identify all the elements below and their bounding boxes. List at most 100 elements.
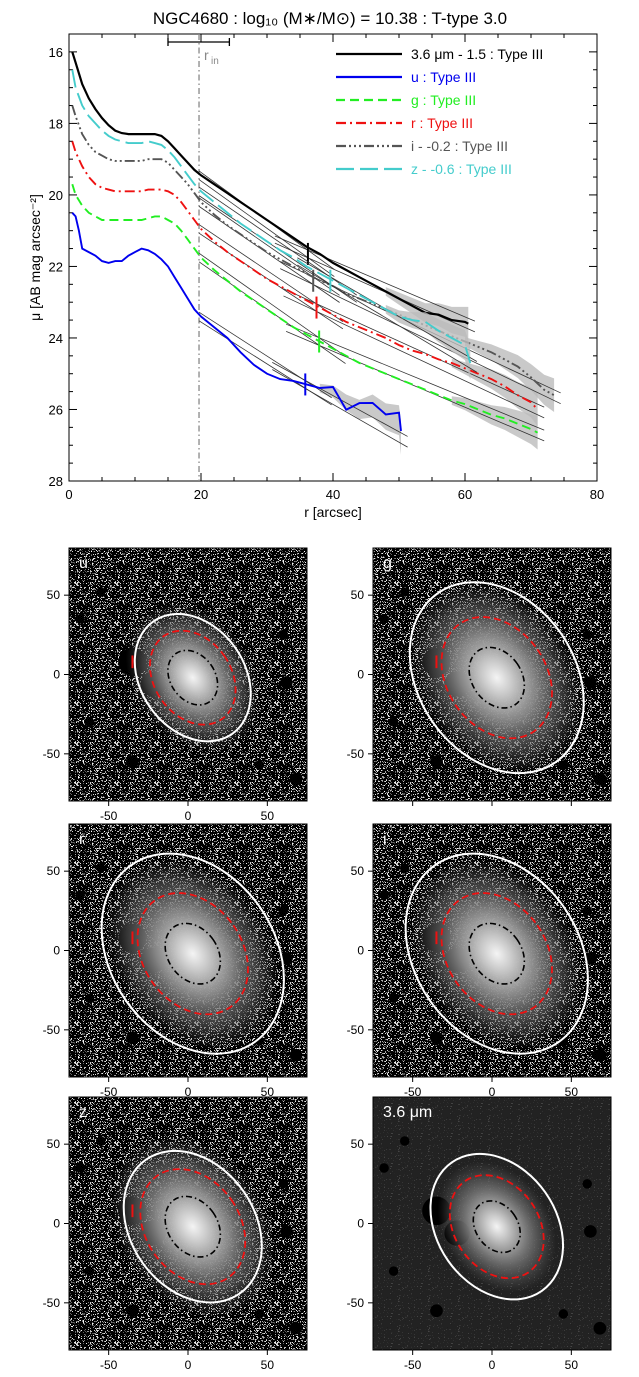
masked-star: [254, 1309, 265, 1319]
y-tick-label: 0: [53, 668, 60, 682]
masked-star: [584, 1225, 597, 1238]
outer-fit-line: [285, 323, 545, 431]
masked-star: [593, 1048, 607, 1062]
masked-star: [582, 906, 592, 916]
y-tick-label: 0: [357, 668, 364, 682]
masked-star: [75, 890, 85, 900]
outer-fit-line: [280, 268, 561, 405]
profile-line-ir: [71, 51, 469, 325]
masked-star: [379, 614, 389, 624]
masked-star: [558, 760, 569, 770]
profile-line-u: [71, 212, 402, 432]
masked-star: [280, 1225, 293, 1238]
galaxy-light: [437, 1161, 556, 1293]
outer-ellipse: [133, 613, 252, 743]
inner-fit-line: [198, 311, 332, 399]
outer-ellipse: [404, 852, 589, 1055]
y-tick-label: 0: [357, 944, 364, 958]
break-ellipse: [136, 892, 249, 1016]
legend-label-ir: 3.6 μm - 1.5 : Type III: [411, 46, 543, 62]
error-band: [465, 337, 555, 412]
legend-label-i: i - -0.2 : Type III: [411, 138, 508, 154]
x-tick-label: 50: [261, 1085, 275, 1099]
profile-line-i: [71, 105, 555, 397]
y-tick-label: 50: [351, 864, 365, 878]
x-tick-label: 20: [194, 487, 208, 502]
masked-star: [289, 1048, 303, 1062]
masked-star: [399, 863, 410, 873]
masked-star: [75, 1163, 85, 1173]
inner-ellipse: [472, 1200, 522, 1254]
masked-star: [582, 630, 592, 640]
masked-star: [558, 1036, 569, 1046]
outer-ellipse: [122, 1149, 263, 1304]
inner-ellipse: [167, 649, 219, 706]
masked-star: [430, 1031, 443, 1045]
masked-star: [582, 1179, 592, 1189]
masked-star: [388, 717, 399, 727]
x-tick-label: 50: [261, 809, 275, 823]
panel-content: [373, 1097, 611, 1350]
x-tick-label: 50: [565, 1085, 579, 1099]
masked-star: [379, 1163, 389, 1173]
break-ellipse: [139, 1168, 247, 1286]
masked-star: [278, 906, 288, 916]
inner-fit-line: [198, 224, 344, 322]
image-panels: u -50 0 50 50 0 -50 g 50 0 -50 r -50 0 50 50 0 -50 i -50 0 50…: [43, 547, 612, 1372]
y-tick-label: 28: [49, 474, 63, 489]
masked-star: [593, 1321, 607, 1335]
image-panel-u: u -50 0 50 50 0 -50: [43, 547, 308, 823]
error-band: [319, 383, 401, 455]
masked-star: [399, 587, 410, 597]
panel-label: z: [79, 1104, 87, 1121]
y-tick-label: 50: [47, 588, 61, 602]
r-in-label: r: [204, 47, 209, 63]
profile-line-r: [71, 141, 539, 411]
error-band: [451, 358, 538, 427]
y-axis-label: μ [AB mag arcsec⁻²]: [27, 194, 43, 321]
panel-content: [69, 824, 307, 1077]
panel-label: 3.6 μm: [383, 1104, 432, 1121]
inner-ellipse: [468, 646, 526, 709]
x-tick-label: -50: [100, 1358, 118, 1372]
masked-star: [558, 1309, 569, 1319]
masked-star: [95, 1136, 106, 1146]
inner-fit-line: [198, 252, 346, 357]
x-tick-label: 60: [458, 487, 472, 502]
masked-star: [126, 1031, 139, 1045]
legend-label-g: g : Type III: [411, 92, 476, 108]
outer-fit-line: [274, 242, 476, 333]
y-tick-label: 0: [53, 1217, 60, 1231]
masked-star: [84, 717, 95, 727]
panel-label: i: [383, 831, 387, 848]
legend-label-z: z - -0.6 : Type III: [411, 161, 512, 177]
chart-title: NGC4680 : log₁₀ (M∗/M⊙) = 10.38 : T-type…: [153, 9, 507, 28]
profile-line-z: [71, 69, 472, 364]
profile-line-g: [71, 183, 539, 434]
masked-star: [289, 1321, 303, 1335]
masked-star: [280, 676, 293, 689]
error-band: [451, 396, 538, 450]
outer-ellipse: [429, 1152, 565, 1301]
masked-star: [584, 676, 597, 689]
y-tick-label: 24: [49, 331, 63, 346]
masked-star: [126, 1304, 139, 1318]
masked-star: [593, 772, 607, 786]
outer-fit-line: [272, 369, 408, 448]
legend-label-u: u : Type III: [411, 69, 476, 85]
inner-ellipse: [164, 922, 222, 985]
panel-content: [373, 824, 611, 1077]
masked-star: [84, 993, 95, 1003]
x-tick-label: 40: [326, 487, 340, 502]
inner-ellipse: [468, 922, 526, 985]
y-tick-label: -50: [43, 747, 61, 761]
y-tick-label: 18: [49, 116, 63, 131]
break-ellipse: [440, 616, 553, 740]
x-tick-label: 0: [185, 1085, 192, 1099]
image-panel-ir: 3.6 μm -50 0 50 50 0 -50: [347, 1096, 612, 1372]
x-tick-label: -50: [404, 1358, 422, 1372]
masked-star: [254, 760, 265, 770]
x-tick-label: -50: [404, 1085, 422, 1099]
y-tick-label: 50: [351, 588, 365, 602]
